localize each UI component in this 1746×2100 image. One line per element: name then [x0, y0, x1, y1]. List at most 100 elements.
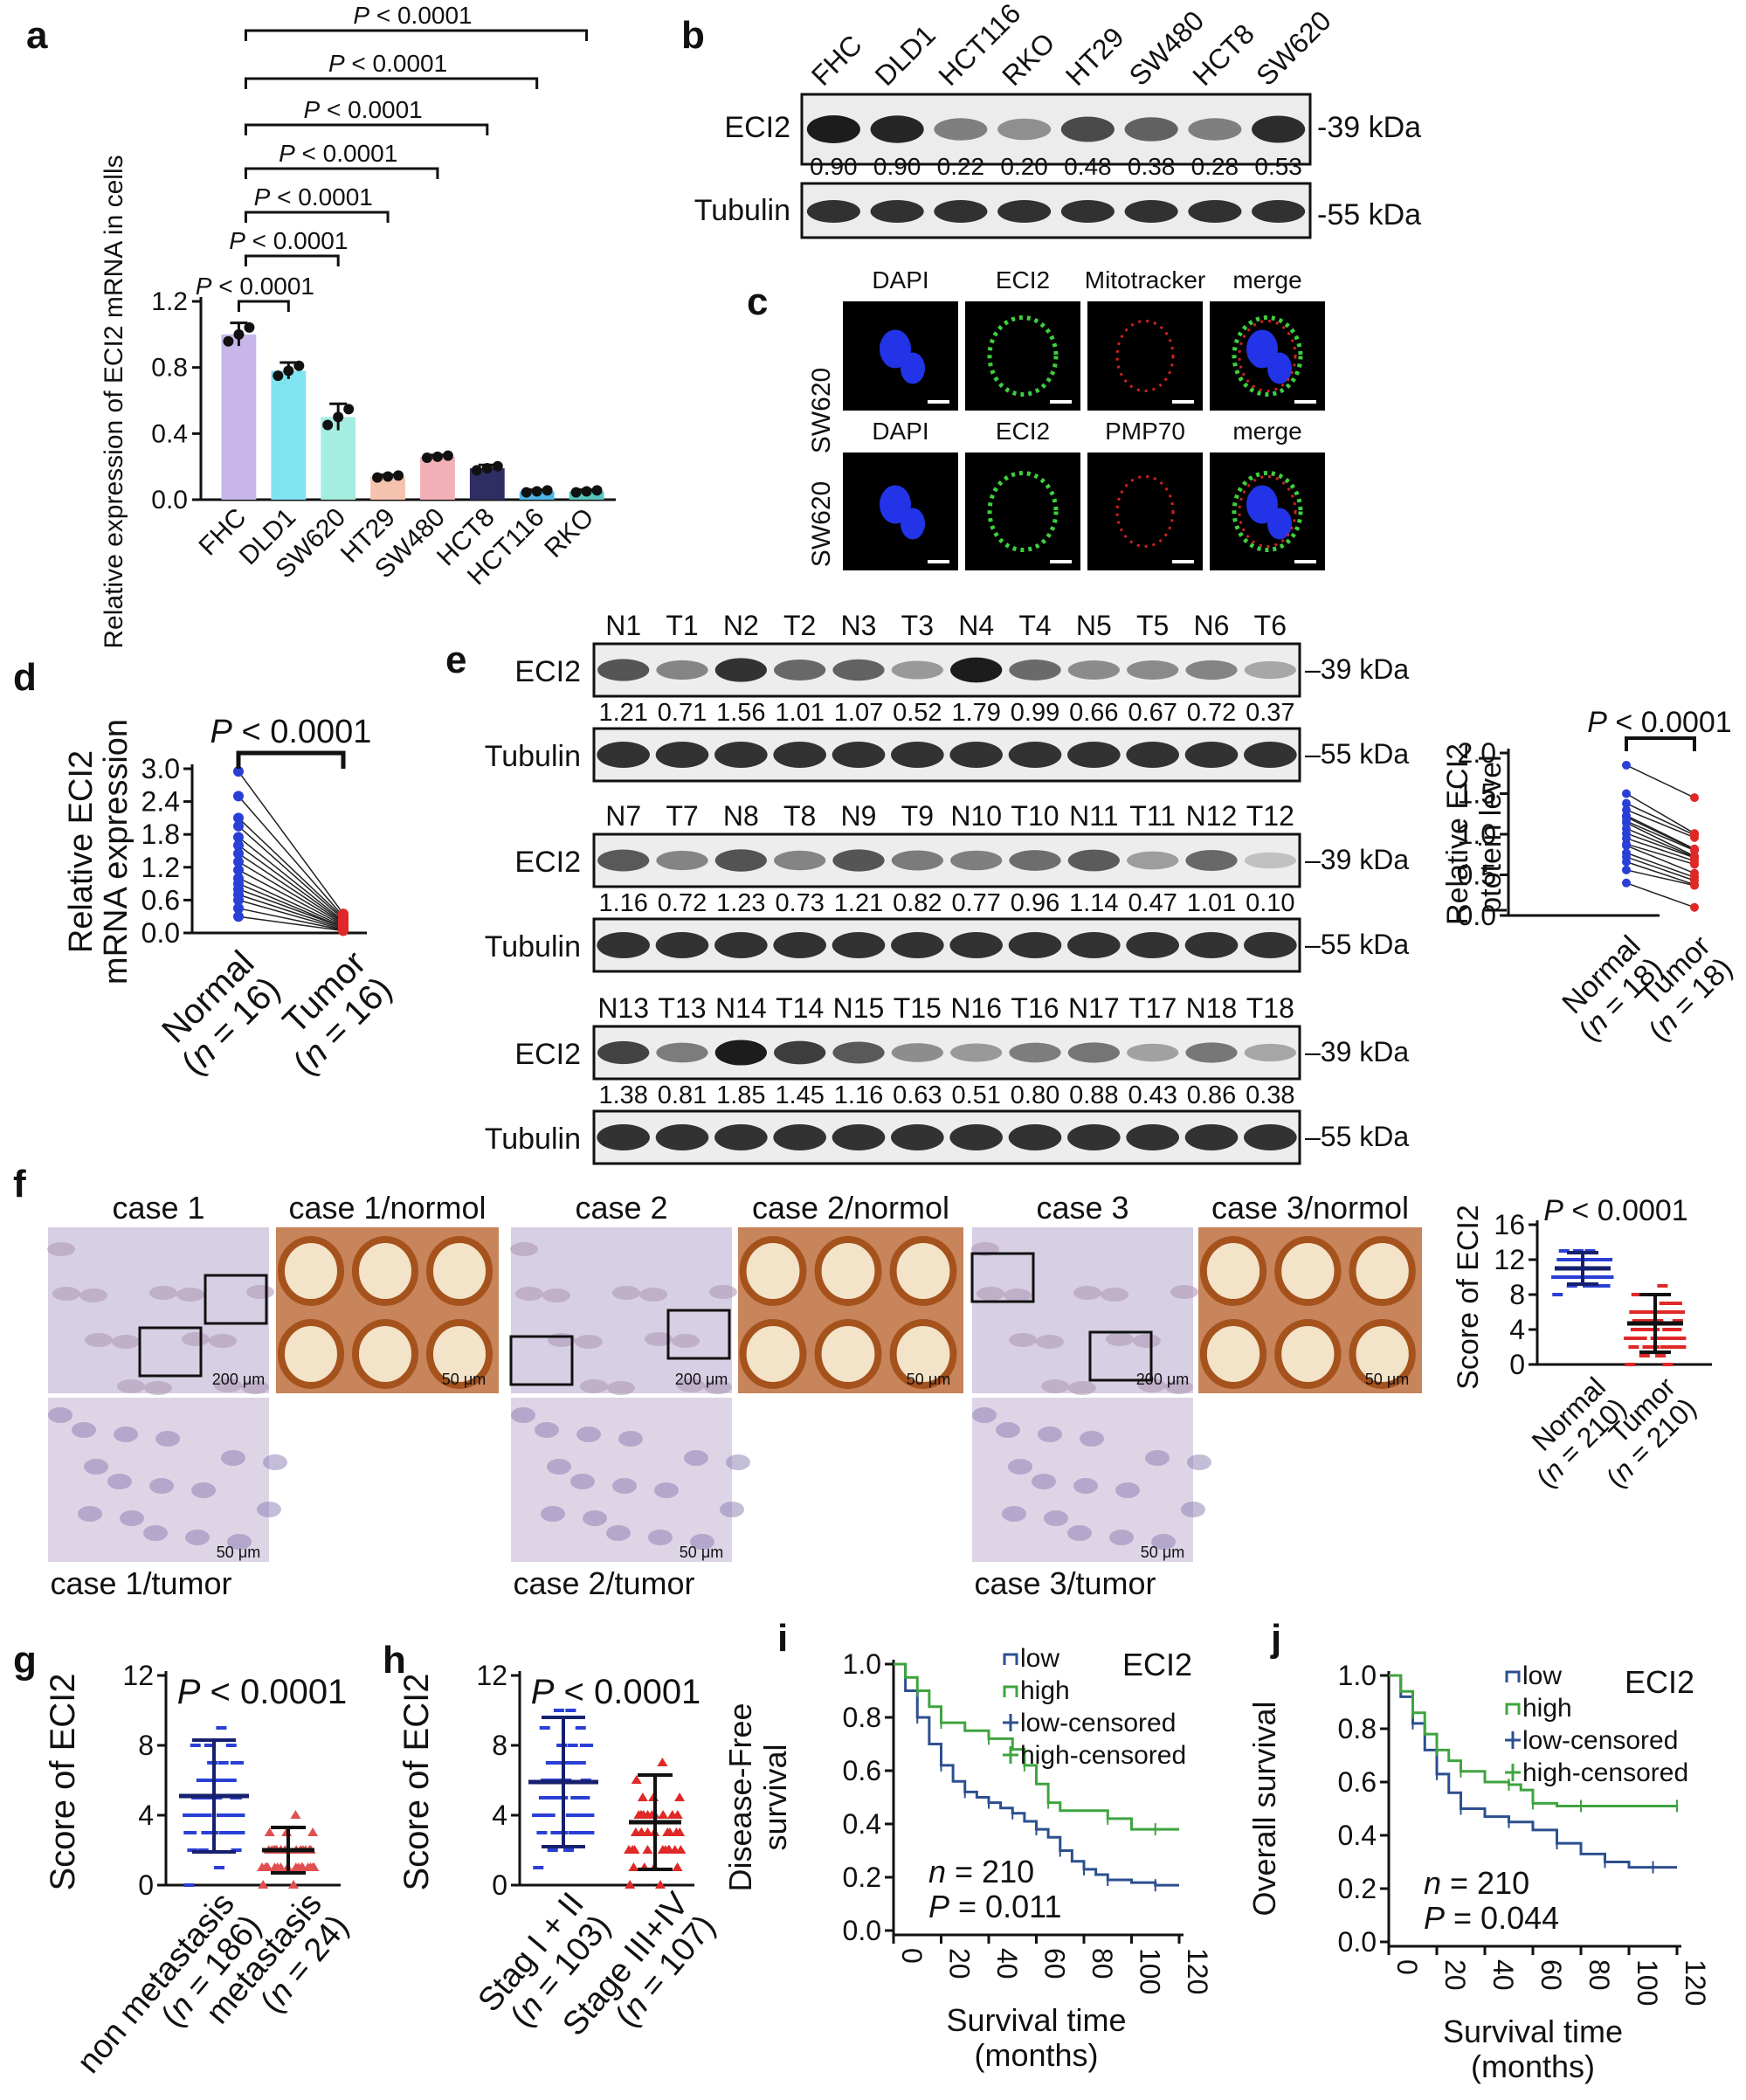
h-g2-point [627, 1845, 638, 1854]
a-bracket-p: P < 0.0001 [353, 2, 472, 29]
e-tubulin-band [1008, 932, 1062, 958]
f-tumor-cell [149, 1478, 174, 1494]
f-gland [814, 1319, 882, 1389]
f-tissue [117, 1379, 145, 1393]
e-lane-label: N11 [1069, 800, 1118, 832]
b-eci2-band [997, 118, 1052, 141]
e2-pair-line [1625, 882, 1695, 908]
c-channel-label: merge [1232, 266, 1301, 294]
e-quant: 0.96 [1011, 889, 1059, 917]
i-y-label-2: survival [757, 1744, 793, 1850]
f-tumor-cell [612, 1478, 637, 1494]
e-tubulin-band [714, 742, 768, 768]
a-bracket-p: P < 0.0001 [254, 183, 373, 211]
e-quant: 0.66 [1069, 699, 1118, 727]
h-g1-point [547, 1848, 558, 1852]
d-pair-line [238, 869, 344, 926]
f-gland [889, 1319, 957, 1389]
e-quant: 0.77 [951, 889, 1000, 917]
f-tissue [709, 1285, 737, 1299]
e-lane-label: T1 [666, 610, 698, 641]
f2-normal-point [1552, 1293, 1563, 1296]
f-title: case 2 [575, 1190, 667, 1226]
e-eci2-band [1244, 852, 1296, 869]
f-tumor-cell [263, 1454, 287, 1470]
c-channel-label: PMP70 [1105, 418, 1185, 445]
e-quant: 0.43 [1128, 1081, 1177, 1109]
d-pair-line [238, 853, 344, 924]
f-tumor-cell [1145, 1450, 1170, 1466]
e2-normal-point [1622, 857, 1631, 867]
h-y-tick-label: 8 [492, 1730, 507, 1761]
f2-tumor-point [1629, 1310, 1640, 1314]
e-39kda: –39 kDa [1305, 1036, 1409, 1067]
h-g1-point [569, 1761, 581, 1765]
i-curve-low [894, 1662, 1179, 1887]
a-bracket [244, 211, 390, 223]
e2-pair-line [1625, 856, 1695, 881]
f-tumor-cell [72, 1422, 96, 1438]
f-title: case 3 [1036, 1190, 1128, 1226]
e-lane-label: N2 [723, 610, 759, 641]
g-g1-point [231, 1848, 242, 1852]
e2-pair-line [1625, 822, 1695, 857]
j-x-tick-label: 40 [1487, 1959, 1519, 1991]
e-quant: 0.67 [1128, 699, 1177, 727]
i-legend-marker [1003, 1685, 1018, 1697]
f-gland [278, 1319, 344, 1389]
e-quant: 1.14 [1069, 889, 1118, 917]
f-tissue [1073, 1286, 1101, 1300]
c-channel-label: ECI2 [996, 418, 1050, 445]
g-g1-point [203, 1779, 214, 1782]
f-tumor-cell [1187, 1454, 1211, 1470]
a-bracket [244, 123, 489, 135]
e2-normal-point [1622, 841, 1631, 851]
f-gland [278, 1236, 344, 1306]
f2-tumor-point [1662, 1337, 1674, 1340]
g-g2-point [296, 1862, 307, 1871]
f-tumor-cell [972, 1407, 997, 1423]
e-eci2-band [774, 850, 826, 871]
e-quant: 1.16 [598, 889, 647, 917]
e-eci2-band [597, 659, 650, 681]
a-bar-SW480 [420, 456, 455, 500]
a-bracket-p: P < 0.0001 [279, 140, 397, 167]
e-eci2-label: ECI2 [514, 655, 581, 688]
f-tissue [182, 1332, 210, 1346]
f2-tumor-point [1663, 1345, 1674, 1349]
f-tissue [515, 1287, 543, 1301]
f-tumor-cell [221, 1450, 245, 1466]
f2-normal-point [1571, 1258, 1583, 1261]
e2-normal-point [1622, 878, 1631, 888]
f2-y-tick-label: 8 [1509, 1279, 1525, 1310]
f-title: case 1/normol [288, 1190, 486, 1226]
h-g1-point [533, 1813, 544, 1817]
b-tubulin-band [1124, 200, 1178, 223]
a-point [421, 452, 432, 463]
f-tumor-cell [1073, 1478, 1098, 1494]
e-eci2-band [597, 849, 650, 872]
h-g1-point [554, 1796, 565, 1800]
f-tissue [612, 1286, 640, 1300]
e-eci2-band [891, 1043, 943, 1062]
j-p-value: P = 0.044 [1424, 1900, 1559, 1936]
e-tubulin-label: Tubulin [485, 740, 581, 773]
f-scale-label: 200 μm [675, 1371, 728, 1388]
e-tubulin-band [1184, 742, 1239, 768]
f-tissue [977, 1287, 1004, 1301]
f-zoom-box [666, 1309, 731, 1360]
e-eci2-band [714, 658, 767, 682]
f-tumor-cell [1115, 1482, 1140, 1498]
f2-tumor-point [1675, 1345, 1687, 1349]
g-g1-point [221, 1831, 232, 1834]
g-g1-point [225, 1744, 237, 1747]
e-lane-label: N8 [723, 800, 759, 832]
h-g2-point [671, 1827, 682, 1836]
i-y-tick-label: 0.4 [843, 1808, 881, 1840]
f-tumor-cell [576, 1426, 601, 1442]
f-tissue [1165, 1380, 1193, 1394]
e-lane-label: N7 [605, 800, 641, 832]
j-legend-label: high-censored [1522, 1758, 1688, 1787]
i-y-tick-label: 0.8 [843, 1702, 881, 1733]
